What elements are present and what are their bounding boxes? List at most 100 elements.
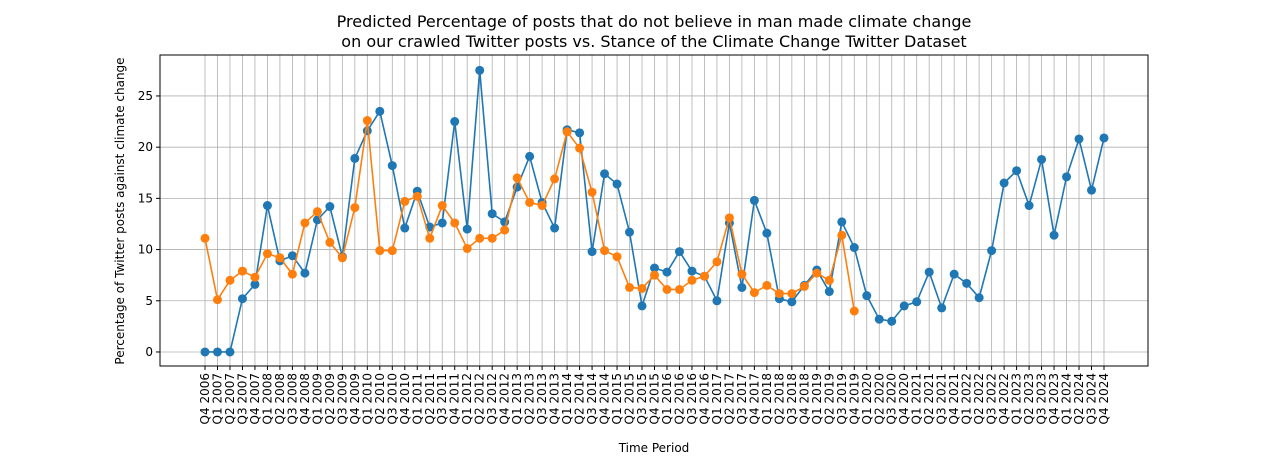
point <box>712 257 722 267</box>
x-tick-label: Q4 2014 <box>598 373 612 424</box>
point <box>462 224 472 234</box>
x-tick-label: Q3 2022 <box>985 373 999 424</box>
x-tick-label: Q1 2021 <box>910 373 924 424</box>
point <box>325 237 335 247</box>
point <box>587 247 597 257</box>
x-tick-label: Q4 2020 <box>897 373 911 424</box>
point <box>812 268 822 278</box>
point <box>1037 154 1047 164</box>
point <box>1049 230 1059 240</box>
point <box>937 303 947 313</box>
x-tick-label: Q2 2016 <box>672 373 686 424</box>
point <box>737 269 747 279</box>
point <box>475 233 485 243</box>
point <box>300 218 310 228</box>
point <box>237 266 247 276</box>
point <box>662 285 672 295</box>
point <box>650 263 659 273</box>
point <box>974 293 984 303</box>
x-tick-label: Q1 2015 <box>610 373 624 424</box>
point <box>1062 172 1072 182</box>
point <box>375 106 385 116</box>
point <box>550 223 560 233</box>
x-tick-label: Q2 2024 <box>1072 373 1086 424</box>
x-tick-label: Q1 2009 <box>310 373 324 424</box>
point <box>337 253 347 263</box>
point <box>774 289 784 299</box>
x-tick-label: Q3 2023 <box>1035 373 1049 424</box>
point <box>787 289 797 299</box>
x-tick-label: Q2 2017 <box>722 373 736 424</box>
x-tick-label: Q1 2012 <box>460 373 474 424</box>
point <box>275 253 285 263</box>
point <box>1024 201 1034 211</box>
x-tick-label: Q1 2008 <box>260 373 274 424</box>
point <box>762 228 772 238</box>
x-tick-label: Q4 2018 <box>797 373 811 424</box>
point <box>724 213 734 223</box>
point <box>637 283 647 293</box>
point <box>962 278 972 288</box>
x-tick-label: Q2 2021 <box>922 373 936 424</box>
x-tick-label: Q4 2021 <box>947 373 961 424</box>
x-tick-label: Q2 2019 <box>822 373 836 424</box>
point <box>437 201 447 211</box>
x-tick-label: Q2 2023 <box>1022 373 1036 424</box>
x-axis-label: Time Period <box>618 441 690 455</box>
x-tick-label: Q1 2023 <box>1010 373 1024 424</box>
x-tick-label: Q3 2014 <box>585 373 599 424</box>
x-tick-label: Q1 2018 <box>760 373 774 424</box>
x-tick-label: Q4 2006 <box>198 373 212 424</box>
x-tick-label: Q3 2021 <box>935 373 949 424</box>
point <box>837 217 847 227</box>
point <box>799 281 809 291</box>
x-tick-label: Q4 2019 <box>847 373 861 424</box>
x-tick-label: Q1 2022 <box>960 373 974 424</box>
x-tick-label: Q1 2019 <box>810 373 824 424</box>
x-tick-label: Q1 2014 <box>560 373 574 424</box>
x-tick-label: Q4 2024 <box>1097 373 1111 424</box>
point <box>612 252 622 262</box>
y-tick-label: 0 <box>145 345 153 359</box>
x-tick-label: Q3 2019 <box>835 373 849 424</box>
x-tick-label: Q2 2018 <box>772 373 786 424</box>
point <box>924 267 934 277</box>
point <box>687 266 697 276</box>
point <box>1087 185 1097 195</box>
x-tick-label: Q2 2020 <box>872 373 886 424</box>
y-tick-label: 20 <box>138 140 153 154</box>
x-tick-label: Q2 2013 <box>523 373 537 424</box>
x-tick-label: Q1 2016 <box>660 373 674 424</box>
point <box>225 275 235 285</box>
point <box>837 230 847 240</box>
x-tick-label: Q3 2007 <box>235 373 249 424</box>
point <box>225 347 235 357</box>
point <box>575 143 585 153</box>
point <box>400 196 410 206</box>
point <box>600 169 610 179</box>
y-tick-label: 25 <box>138 89 153 103</box>
x-tick-label: Q4 2017 <box>747 373 761 424</box>
point <box>699 271 709 281</box>
x-tick-label: Q3 2018 <box>785 373 799 424</box>
x-tick-label: Q2 2009 <box>323 373 337 424</box>
point <box>200 233 210 243</box>
point <box>787 297 797 307</box>
point <box>287 269 297 279</box>
x-tick-label: Q3 2012 <box>485 373 499 424</box>
point <box>387 246 397 256</box>
point <box>587 187 597 197</box>
point <box>862 291 872 301</box>
x-tick-label: Q2 2007 <box>223 373 237 424</box>
chart-title: Predicted Percentage of posts that do no… <box>337 12 972 31</box>
x-tick-label: Q3 2011 <box>435 373 449 424</box>
point <box>562 127 572 137</box>
x-tick-label: Q1 2007 <box>210 373 224 424</box>
x-tick-label: Q4 2016 <box>697 373 711 424</box>
point <box>949 269 959 279</box>
point <box>625 282 635 292</box>
point <box>612 179 622 189</box>
x-tick-label: Q1 2011 <box>410 373 424 424</box>
x-tick-label: Q3 2016 <box>685 373 699 424</box>
